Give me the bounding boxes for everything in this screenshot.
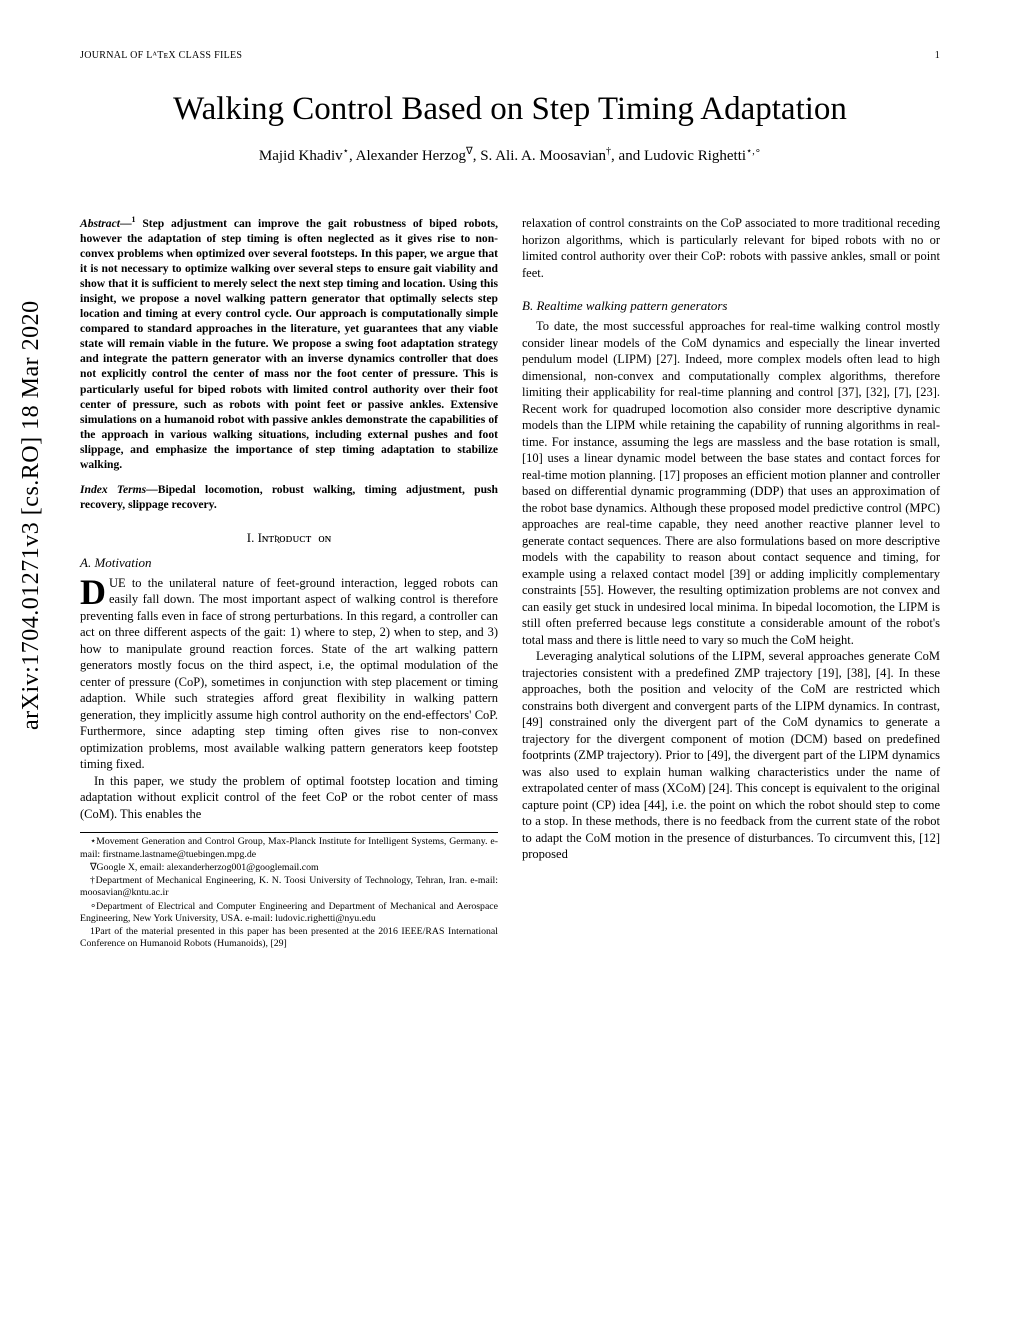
motivation-p1: DUE to the unilateral nature of feet-gro… <box>80 575 498 773</box>
abstract-dash: — <box>120 217 132 230</box>
author-2: , Alexander Herzog <box>349 148 466 164</box>
author-1: Majid Khadiv <box>259 148 343 164</box>
footnote-3: †Department of Mechanical Engineering, K… <box>80 875 498 899</box>
abstract-body: Step adjustment can improve the gait rob… <box>80 217 498 471</box>
realtime-p1: To date, the most successful approaches … <box>522 318 940 648</box>
page-number: 1 <box>935 50 940 61</box>
abstract-block: Abstract—1 Step adjustment can improve t… <box>80 215 498 472</box>
paper-title: Walking Control Based on Step Timing Ada… <box>80 91 940 128</box>
subsection-b-heading: B. Realtime walking pattern generators <box>522 297 940 314</box>
author-3: , S. Ali. A. Moosavian <box>473 148 606 164</box>
page-content: JOURNAL OF LᴬTᴇX CLASS FILES 1 Walking C… <box>0 0 1020 991</box>
subsection-a-heading: A. Motivation <box>80 554 498 571</box>
affil-mark-starcirc: ⋆,∘ <box>746 146 761 157</box>
realtime-p2: Leveraging analytical solutions of the L… <box>522 648 940 863</box>
running-header: JOURNAL OF LᴬTᴇX CLASS FILES 1 <box>80 50 940 61</box>
affil-mark-nabla: ∇ <box>466 146 473 157</box>
journal-name: JOURNAL OF LᴬTᴇX CLASS FILES <box>80 50 242 61</box>
author-4: , and Ludovic Righetti <box>611 148 746 164</box>
motivation-p2: In this paper, we study the problem of o… <box>80 773 498 823</box>
footnote-1: ⋆Movement Generation and Control Group, … <box>80 836 498 860</box>
section-1-heading: I. Iɴᴛʀᴏᴅᴜᴄᴛɪᴏɴ <box>80 529 498 546</box>
abstract-label: Abstract <box>80 217 120 230</box>
footnote-2: ∇Google X, email: alexanderherzog001@goo… <box>80 862 498 874</box>
index-terms-block: Index Terms—Bipedal locomotion, robust w… <box>80 482 498 513</box>
footnote-5: 1Part of the material presented in this … <box>80 926 498 950</box>
motivation-p1-text: UE to the unilateral nature of feet-grou… <box>80 576 498 772</box>
footnote-block: ⋆Movement Generation and Control Group, … <box>80 832 498 950</box>
two-column-body: Abstract—1 Step adjustment can improve t… <box>80 215 940 951</box>
footnote-4: ∘Department of Electrical and Computer E… <box>80 901 498 925</box>
index-terms-label: Index Terms <box>80 483 146 496</box>
author-list: Majid Khadiv⋆, Alexander Herzog∇, S. Ali… <box>80 146 940 165</box>
dropcap-letter: D <box>80 575 109 607</box>
col2-continuation: relaxation of control constraints on the… <box>522 215 940 281</box>
